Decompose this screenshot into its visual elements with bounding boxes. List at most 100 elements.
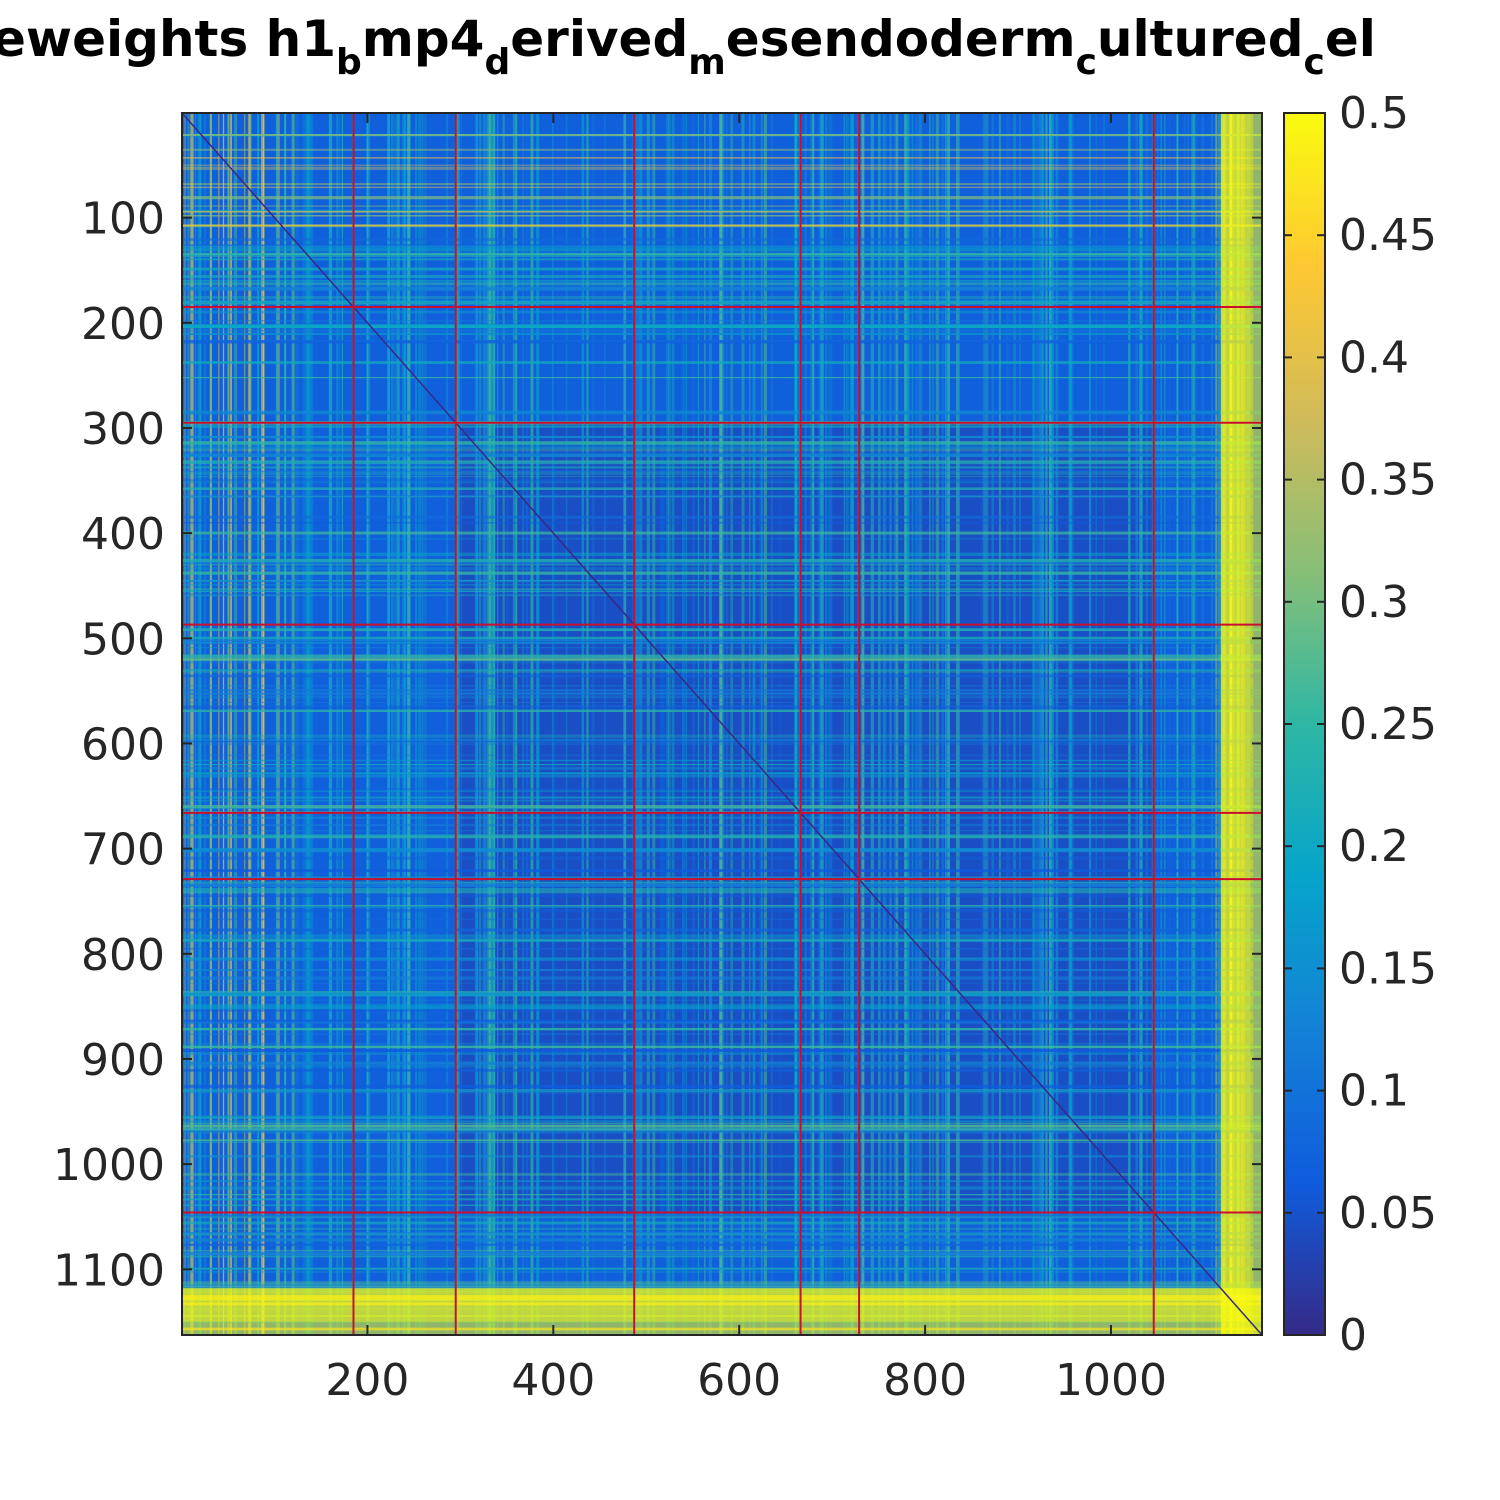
heatmap-row-stripe xyxy=(182,706,1262,709)
heatmap-row-stripe xyxy=(182,558,1262,563)
heatmap-column-stripe xyxy=(945,113,948,1335)
heatmap-row-stripe xyxy=(182,904,1262,907)
heatmap-column-stripe xyxy=(681,113,686,1335)
heatmap-row-stripe xyxy=(182,1185,1262,1187)
heatmap-row-stripe xyxy=(182,701,1262,703)
heatmap-column-stripe xyxy=(829,113,833,1335)
heatmap-row-stripe xyxy=(182,1256,1262,1258)
heatmap-row-stripe xyxy=(182,754,1262,757)
heatmap-row-stripe xyxy=(182,1214,1262,1218)
heatmap-column-stripe xyxy=(981,113,984,1335)
heatmap-row-stripe xyxy=(182,657,1262,661)
heatmap-column-stripe xyxy=(190,113,194,1335)
heatmap-row-stripe xyxy=(182,1045,1262,1048)
heatmap-row-stripe xyxy=(182,425,1262,428)
heatmap-column-stripe xyxy=(295,113,299,1335)
heatmap-column-stripe xyxy=(1068,113,1072,1335)
heatmap-column-stripe xyxy=(895,113,899,1335)
heatmap-row-stripe xyxy=(182,856,1262,860)
heatmap-row-stripe xyxy=(182,460,1262,462)
heatmap-column-stripe xyxy=(445,113,449,1335)
heatmap-column-stripe xyxy=(919,113,923,1335)
heatmap-column-stripe xyxy=(1195,113,1198,1335)
heatmap-row-stripe xyxy=(182,267,1262,270)
heatmap-row-stripe xyxy=(182,1052,1262,1056)
heatmap-column-stripe xyxy=(779,113,782,1335)
heatmap-row-stripe xyxy=(182,1139,1262,1142)
heatmap-row-stripe xyxy=(182,1003,1262,1007)
heatmap-column-stripe xyxy=(1191,113,1195,1335)
heatmap-column-stripe xyxy=(1019,113,1021,1335)
heatmap-column-stripe xyxy=(407,113,412,1335)
heatmap-column-stripe xyxy=(666,113,669,1335)
heatmap-row-stripe xyxy=(182,834,1262,838)
heatmap-column-stripe xyxy=(1055,113,1059,1335)
heatmap-column-stripe xyxy=(825,113,828,1335)
heatmap-column-stripe xyxy=(497,113,499,1335)
heatmap-column-stripe xyxy=(1135,113,1139,1335)
heatmap-column-stripe xyxy=(586,113,589,1335)
heatmap-bright-row-band xyxy=(182,1288,1262,1322)
title-segment: erived xyxy=(510,10,689,68)
heatmap-column-stripe xyxy=(870,113,874,1335)
heatmap-row-stripe xyxy=(182,196,1262,200)
heatmap-row-stripe xyxy=(182,410,1262,415)
heatmap-row-stripe xyxy=(182,763,1262,766)
heatmap-column-stripe xyxy=(771,113,773,1335)
heatmap-row-stripe xyxy=(182,324,1262,328)
heatmap-row-stripe xyxy=(182,252,1262,256)
heatmap-column-stripe xyxy=(752,113,756,1335)
heatmap-row-stripe xyxy=(182,1215,1262,1218)
heatmap-column-stripe xyxy=(423,113,428,1335)
heatmap-row-stripe xyxy=(182,166,1262,170)
heatmap-row-stripe xyxy=(182,849,1262,853)
heatmap-column-stripe xyxy=(810,113,813,1335)
heatmap-row-stripe xyxy=(182,876,1262,879)
heatmap-row-stripe xyxy=(182,481,1262,484)
heatmap-column-stripe xyxy=(851,113,854,1335)
heatmap-row-stripe xyxy=(182,376,1262,379)
heatmap-bright-column-band xyxy=(1220,113,1251,1335)
title-segment: ultured xyxy=(1096,10,1304,68)
heatmap-column-stripe xyxy=(794,113,798,1335)
colorbar-tick-label: 0.2 xyxy=(1339,821,1409,872)
heatmap-row-stripe xyxy=(182,329,1262,332)
heatmap-row-stripe xyxy=(182,280,1262,282)
heatmap-column-stripe xyxy=(369,113,372,1335)
heatmap-row-stripe xyxy=(182,451,1262,455)
heatmap-column-stripe xyxy=(983,113,987,1335)
heatmap-row-stripe xyxy=(182,628,1262,632)
heatmap-column-stripe xyxy=(1176,113,1179,1335)
heatmap-row-stripe xyxy=(182,767,1262,770)
heatmap-column-stripe xyxy=(581,113,585,1335)
colorbar-ticks: 0 0.05 0.1 0.15 0.2 0.25 0.3 0.35 0.4 0.45 0.5 xyxy=(1284,88,1437,1361)
heatmap-column-stripe xyxy=(845,113,849,1335)
heatmap-row-stripe xyxy=(182,210,1262,213)
heatmap-row-stripe xyxy=(182,1194,1262,1196)
heatmap-column-stripe xyxy=(305,113,309,1335)
heatmap-column-stripe xyxy=(483,113,487,1335)
heatmap-column-stripe xyxy=(260,113,264,1335)
heatmap-column-stripe xyxy=(1193,113,1197,1335)
colorbar-tick-label: 0 xyxy=(1339,1310,1367,1361)
heatmap-row-stripe xyxy=(182,494,1262,498)
heatmap-column-stripe xyxy=(685,113,687,1335)
heatmap-column-stripe xyxy=(222,113,225,1335)
heatmap-row-stripe xyxy=(182,441,1262,445)
heatmap-column-stripe xyxy=(363,113,367,1335)
heatmap-column-stripe xyxy=(530,113,534,1335)
heatmap-column-stripe xyxy=(365,113,370,1335)
heatmap-row-stripe xyxy=(182,1198,1262,1201)
heatmap-column-stripe xyxy=(646,113,650,1335)
heatmap-row-stripe xyxy=(182,938,1262,940)
heatmap-column-stripe xyxy=(244,113,246,1335)
heatmap-row-stripe xyxy=(182,654,1262,659)
heatmap-row-stripe xyxy=(182,805,1262,809)
heatmap-row-stripe xyxy=(182,286,1262,290)
heatmap-column-stripe xyxy=(262,113,265,1335)
heatmap-column-stripe xyxy=(889,113,892,1335)
heatmap-column-stripe xyxy=(1089,113,1093,1335)
heatmap-row-stripe xyxy=(182,660,1262,664)
heatmap-column-stripe xyxy=(761,113,763,1335)
heatmap-row-stripe xyxy=(182,148,1262,151)
